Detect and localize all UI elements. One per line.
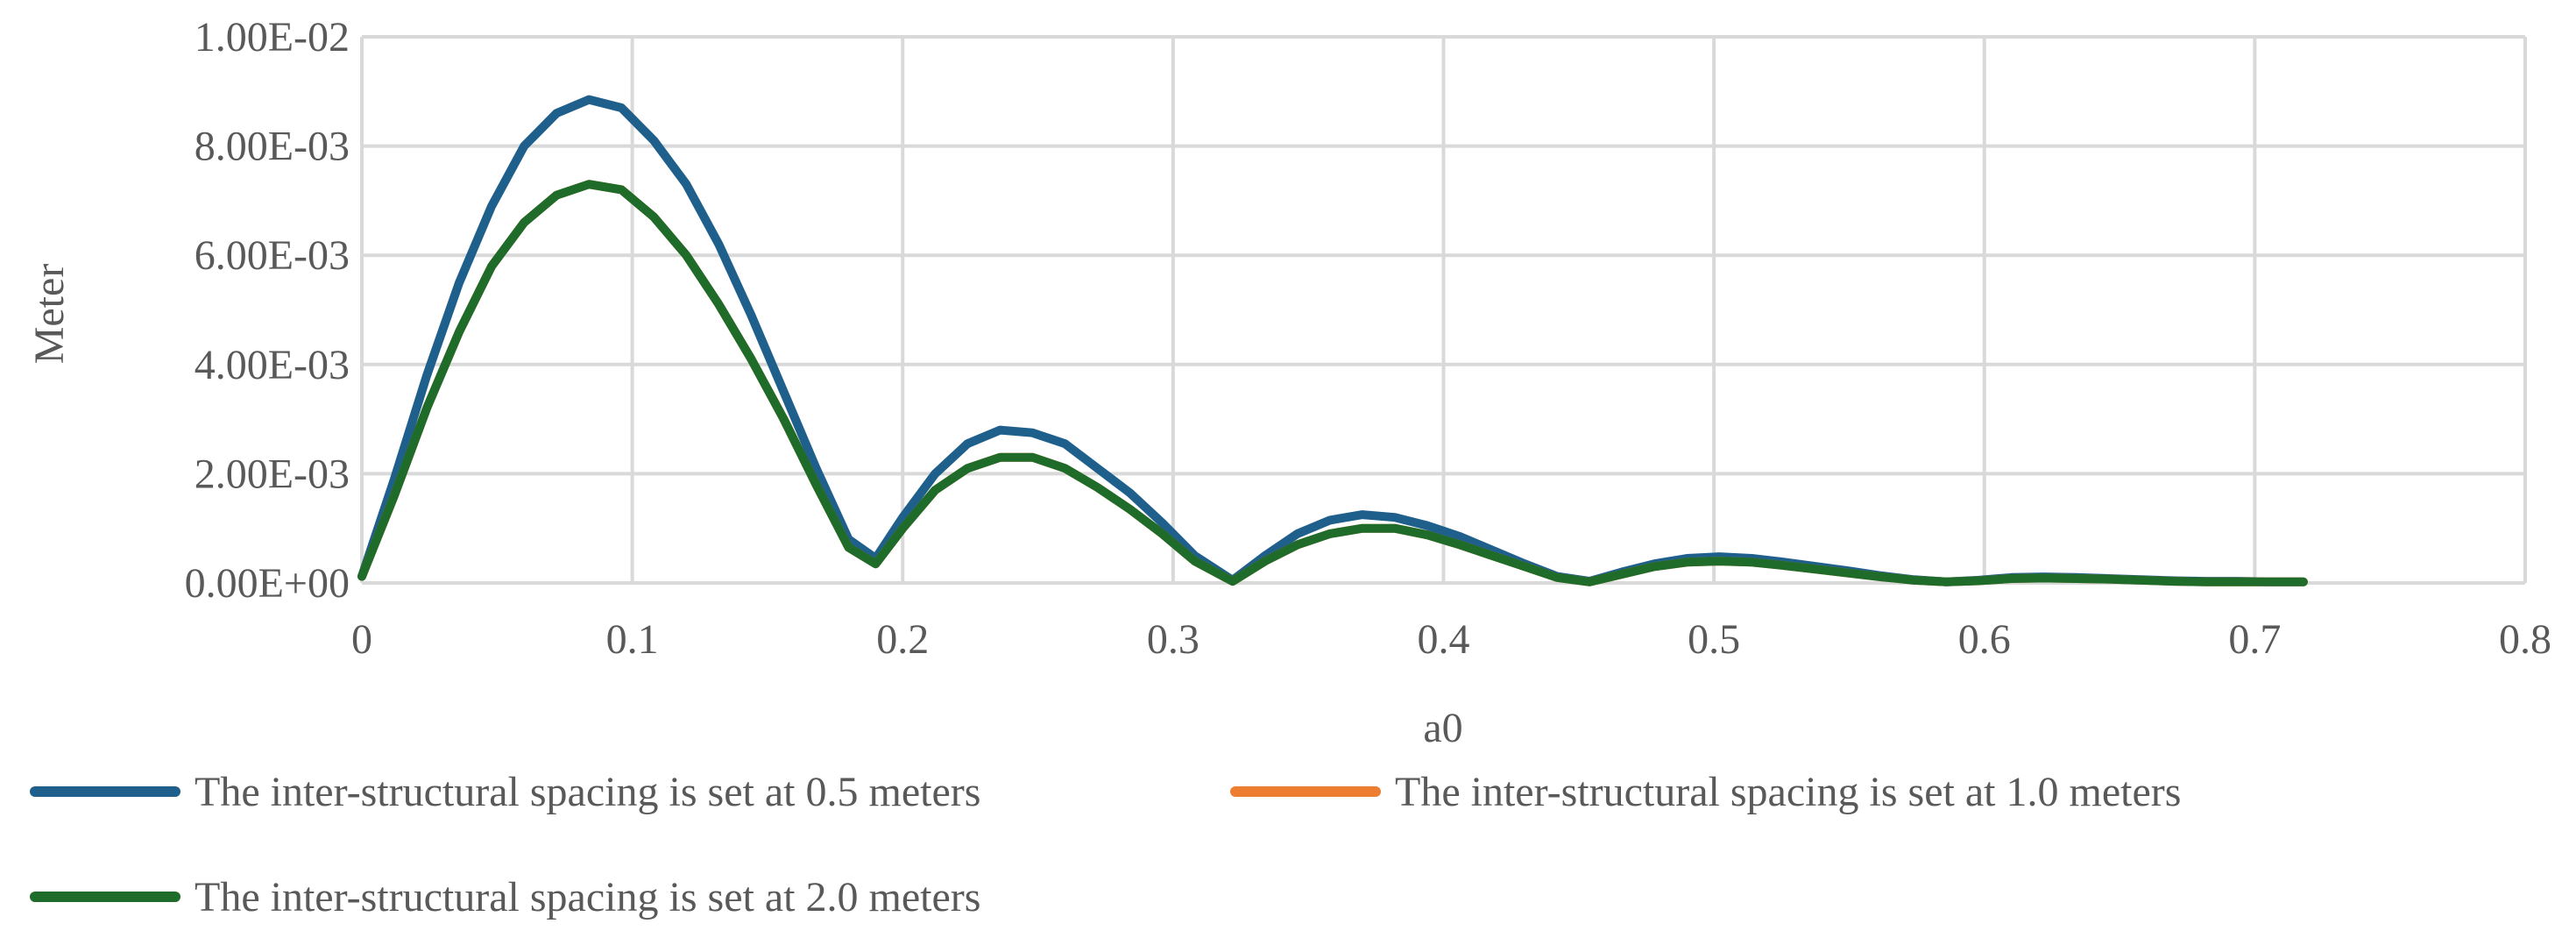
series-line-1: [357, 95, 2308, 586]
y-tick-labels: 0.00E+00 2.00E-03 4.00E-03 6.00E-03 8.00E-03…: [185, 14, 350, 607]
x-tick-label: 0.2: [876, 616, 929, 663]
y-tick-label: 4.00E-03: [195, 342, 350, 388]
x-tick-label: 0.6: [1958, 616, 2011, 663]
legend-label-1: The inter-structural spacing is set at 0…: [195, 769, 980, 815]
x-tick-label: 0.5: [1688, 616, 1740, 663]
series-lines: [357, 95, 2308, 586]
legend: The inter-structural spacing is set at 0…: [30, 769, 2181, 920]
y-tick-label: 6.00E-03: [195, 232, 350, 279]
x-tick-labels: 0 0.1 0.2 0.3 0.4 0.5 0.6 0.7 0.8: [351, 616, 2551, 663]
x-axis-title: a0: [1423, 705, 1462, 751]
legend-label-3: The inter-structural spacing is set at 2…: [195, 874, 980, 920]
x-tick-label: 0.4: [1418, 616, 1470, 663]
y-axis-title: Meter: [26, 264, 73, 365]
x-tick-label: 0.8: [2499, 616, 2551, 663]
gridlines: [360, 35, 2527, 585]
y-tick-label: 0.00E+00: [185, 560, 350, 607]
y-tick-label: 2.00E-03: [195, 451, 350, 497]
y-tick-label: 1.00E-02: [195, 14, 350, 60]
legend-label-2: The inter-structural spacing is set at 1…: [1395, 769, 2181, 815]
x-tick-label: 0: [351, 616, 372, 663]
x-tick-label: 0.1: [606, 616, 659, 663]
series-line-3: [357, 180, 2308, 586]
y-tick-label: 8.00E-03: [195, 124, 350, 170]
x-tick-label: 0.7: [2228, 616, 2281, 663]
x-tick-label: 0.3: [1147, 616, 1200, 663]
